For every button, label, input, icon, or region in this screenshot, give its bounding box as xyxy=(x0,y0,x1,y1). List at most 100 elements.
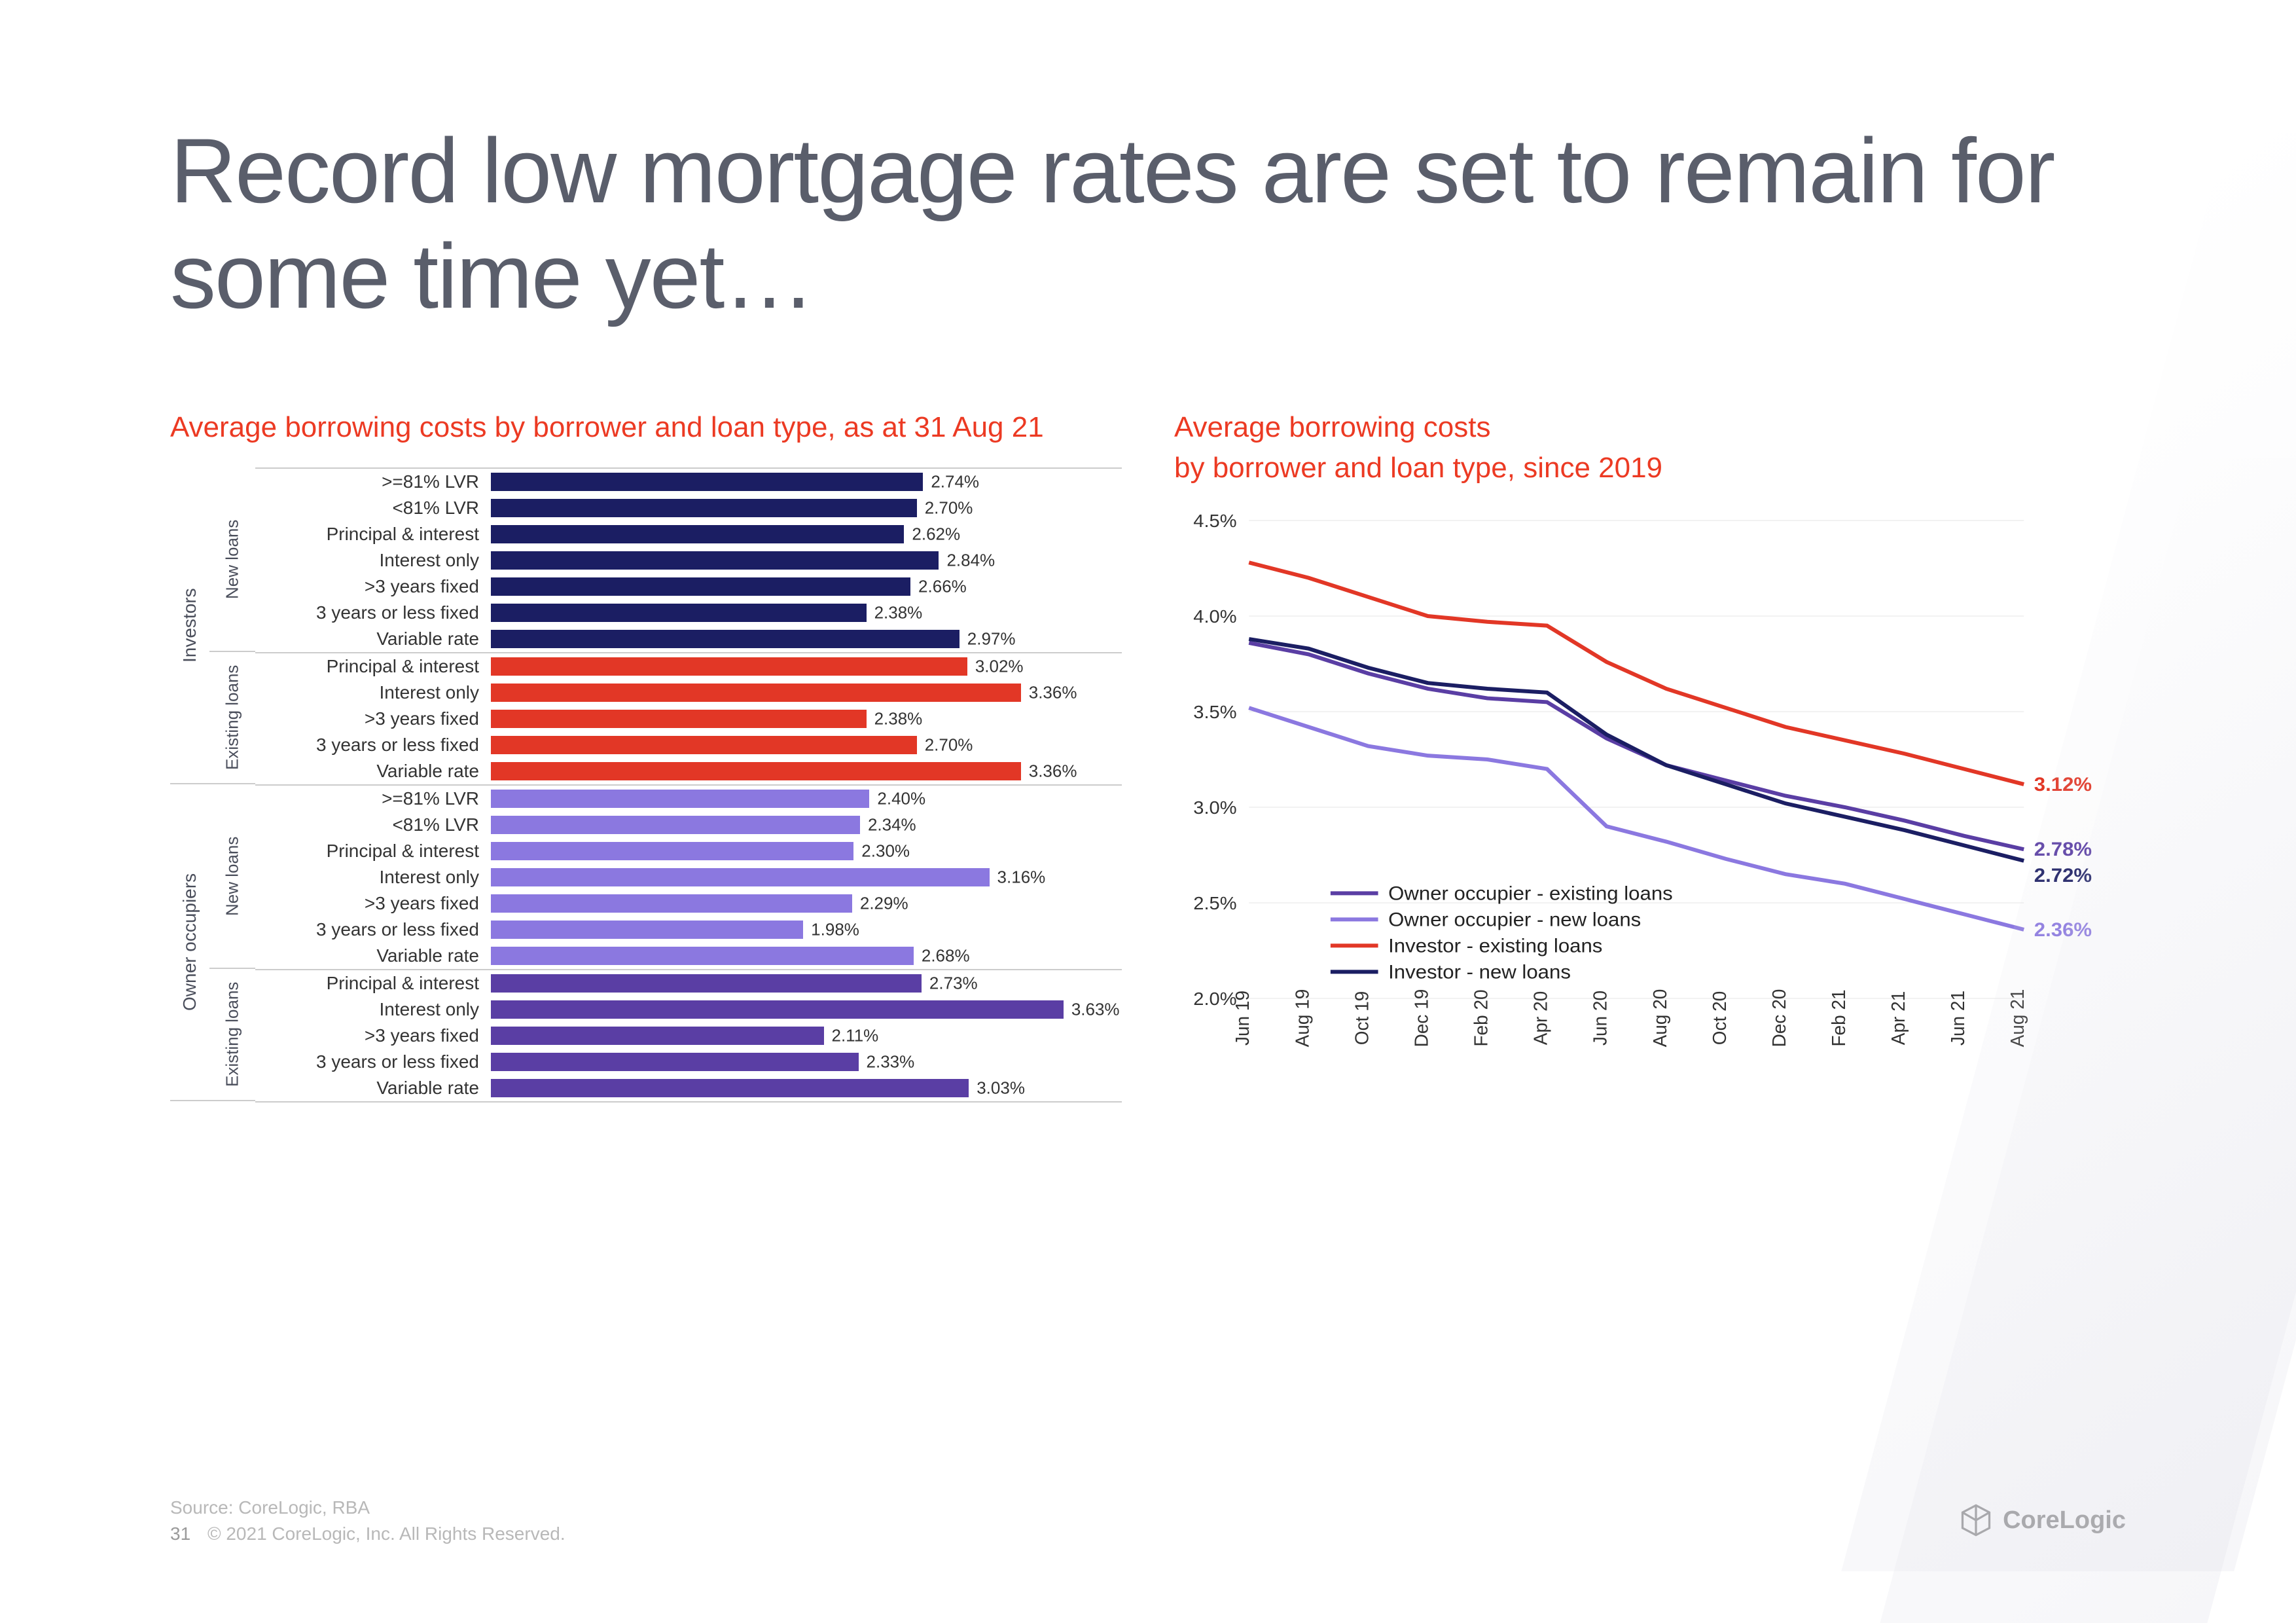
bar-fill xyxy=(491,1053,859,1071)
bar-label: 3 years or less fixed xyxy=(255,919,491,940)
bar-track: 3.16% xyxy=(491,868,1122,886)
bar-row: >3 years fixed2.66% xyxy=(255,574,1122,600)
bar-fill xyxy=(491,868,990,886)
y-tick-label: 3.5% xyxy=(1193,702,1236,723)
bar-label: >=81% LVR xyxy=(255,471,491,492)
x-tick-label: Apr 21 xyxy=(1888,991,1910,1045)
bar-value: 2.73% xyxy=(922,973,978,993)
bar-value: 2.62% xyxy=(904,524,960,544)
series-end-label: 2.72% xyxy=(2034,865,2092,886)
bar-track: 2.11% xyxy=(491,1027,1122,1045)
x-tick-label: Aug 19 xyxy=(1292,989,1314,1048)
footer-copyright: © 2021 CoreLogic, Inc. All Rights Reserv… xyxy=(207,1523,565,1544)
bar-value: 2.97% xyxy=(960,629,1016,649)
bar-track: 1.98% xyxy=(491,921,1122,939)
bar-value: 2.84% xyxy=(939,550,995,570)
charts-row: Average borrowing costs by borrower and … xyxy=(170,407,2126,1110)
outer-group-label: Owner occupiers xyxy=(170,784,209,1101)
bar-row: >=81% LVR 2.74% xyxy=(255,469,1122,495)
bar-fill xyxy=(491,1079,969,1097)
bar-row: Interest only3.36% xyxy=(255,680,1122,706)
bar-track: 2.34% xyxy=(491,816,1122,834)
bar-fill xyxy=(491,577,910,596)
bar-track: 3.02% xyxy=(491,657,1122,676)
x-tick-label: Oct 19 xyxy=(1352,991,1373,1045)
bar-value: 2.38% xyxy=(867,708,923,729)
bar-value: 2.40% xyxy=(869,788,925,809)
bar-row: Variable rate 2.68% xyxy=(255,943,1122,969)
bar-label: >3 years fixed xyxy=(255,708,491,729)
bar-label: Variable rate xyxy=(255,1078,491,1099)
x-tick-label: Jun 21 xyxy=(1948,991,1969,1046)
bar-value: 2.30% xyxy=(853,841,910,861)
y-tick-label: 2.5% xyxy=(1193,894,1236,914)
bar-value: 2.34% xyxy=(860,814,916,835)
outer-group-label: Investors xyxy=(170,467,209,784)
legend-label: Owner occupier - new loans xyxy=(1388,909,1641,930)
bar-fill xyxy=(491,1027,824,1045)
bar-track: 3.36% xyxy=(491,684,1122,702)
bar-fill xyxy=(491,921,803,939)
bar-track: 2.68% xyxy=(491,947,1122,965)
y-tick-label: 4.0% xyxy=(1193,607,1236,627)
bar-track: 2.29% xyxy=(491,894,1122,913)
bar-value: 2.33% xyxy=(859,1051,915,1072)
bar-fill xyxy=(491,473,923,491)
bar-fill xyxy=(491,816,860,834)
bar-track: 3.36% xyxy=(491,762,1122,780)
bar-value: 3.02% xyxy=(967,656,1024,676)
bar-value: 2.70% xyxy=(917,735,973,755)
bar-value: 2.70% xyxy=(917,498,973,518)
bar-track: 2.38% xyxy=(491,604,1122,622)
bar-track: 3.63% xyxy=(491,1000,1122,1019)
bar-track: 2.73% xyxy=(491,974,1122,993)
bar-fill xyxy=(491,684,1021,702)
inner-group-label: Existing loans xyxy=(209,652,255,784)
bar-row: Variable rate 2.97% xyxy=(255,626,1122,652)
bar-row: 3 years or less fixed1.98% xyxy=(255,917,1122,943)
bar-fill xyxy=(491,630,960,648)
bar-label: <81% LVR xyxy=(255,498,491,519)
y-tick-label: 2.0% xyxy=(1193,989,1236,1010)
bar-label: Interest only xyxy=(255,550,491,571)
bar-chart-title: Average borrowing costs by borrower and … xyxy=(170,407,1122,448)
bar-label: Principal & interest xyxy=(255,656,491,677)
bar-row: Interest only 3.16% xyxy=(255,864,1122,890)
bar-track: 2.74% xyxy=(491,473,1122,491)
bar-label: Variable rate xyxy=(255,945,491,966)
bar-row: >3 years fixed2.11% xyxy=(255,1023,1122,1049)
x-tick-label: Apr 20 xyxy=(1530,991,1552,1045)
bar-value: 2.66% xyxy=(910,576,967,596)
page-number: 31 xyxy=(170,1523,190,1544)
x-tick-label: Jun 20 xyxy=(1590,991,1611,1046)
line-chart-plot: 4.5%4.0%3.5%3.0%2.5%2.0%Jun 19Aug 19Oct … xyxy=(1174,507,2126,1110)
bar-fill xyxy=(491,947,914,965)
bar-label: Variable rate xyxy=(255,629,491,649)
bar-track: 2.33% xyxy=(491,1053,1122,1071)
x-tick-label: Oct 20 xyxy=(1709,991,1731,1045)
bar-value: 3.16% xyxy=(990,867,1046,887)
bar-value: 2.68% xyxy=(914,945,970,966)
inner-group-label: Existing loans xyxy=(209,969,255,1101)
series-end-label: 2.78% xyxy=(2034,839,2092,860)
bar-track: 2.70% xyxy=(491,736,1122,754)
series-end-label: 2.36% xyxy=(2034,919,2092,941)
legend-label: Investor - new loans xyxy=(1388,961,1571,983)
bar-row: Interest only 2.84% xyxy=(255,547,1122,574)
bar-fill xyxy=(491,736,917,754)
bar-chart-plot: InvestorsOwner occupiersNew loansExistin… xyxy=(170,467,1122,1103)
cube-icon xyxy=(1958,1503,1994,1538)
x-tick-label: Feb 20 xyxy=(1471,990,1492,1047)
bar-label: Interest only xyxy=(255,867,491,888)
bar-fill xyxy=(491,790,869,808)
bar-row: Variable rate 3.03% xyxy=(255,1075,1122,1101)
line-chart: Average borrowing costsby borrower and l… xyxy=(1174,407,2126,1110)
bar-value: 3.03% xyxy=(969,1078,1025,1098)
bar-track: 2.38% xyxy=(491,710,1122,728)
bar-fill xyxy=(491,499,917,517)
bar-fill xyxy=(491,710,867,728)
bar-row: <81% LVR 2.70% xyxy=(255,495,1122,521)
bar-row: Principal & interest2.73% xyxy=(255,970,1122,996)
bar-value: 2.74% xyxy=(923,471,979,492)
bar-label: >3 years fixed xyxy=(255,893,491,914)
